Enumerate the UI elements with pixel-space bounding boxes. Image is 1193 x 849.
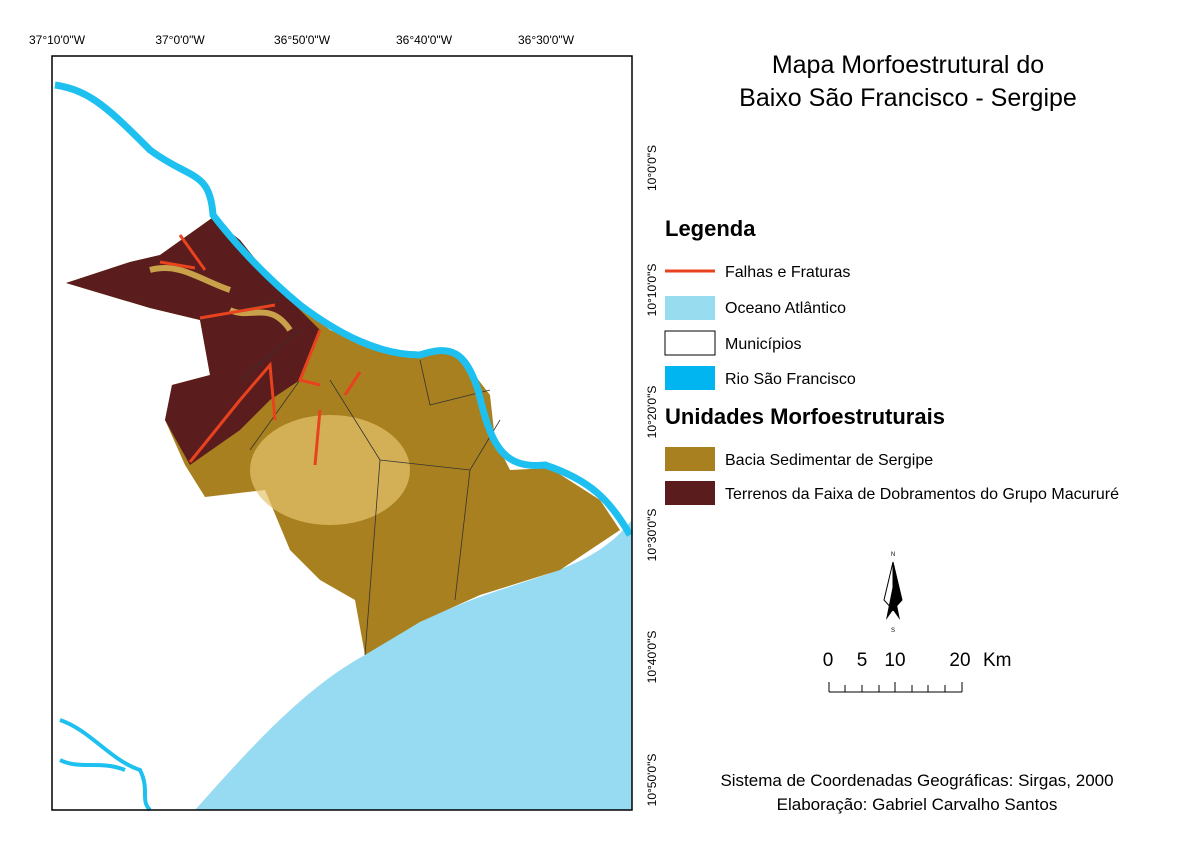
scale-unit: Km: [983, 650, 1012, 671]
rio-sao-francisco: [54, 81, 634, 537]
legend-subtitle: Unidades Morfoestruturais: [665, 404, 945, 429]
footer-line: Sistema de Coordenadas Geográficas: Sirg…: [720, 771, 1113, 790]
legend-title: Legenda: [665, 216, 756, 241]
legend-label: Oceano Atlântico: [725, 300, 846, 317]
legend-label: Falhas e Fraturas: [725, 264, 850, 281]
river-tributary: [59, 718, 152, 812]
south-label: S: [891, 628, 895, 634]
latitude-label: 10°50'0"S: [645, 754, 659, 807]
scale-label: 10: [884, 650, 905, 671]
north-label: N: [891, 552, 895, 558]
latitude-label: 10°10'0"S: [645, 264, 659, 317]
longitude-label: 36°40'0"W: [396, 33, 453, 47]
legend-label: Municípios: [725, 336, 801, 353]
scale-label: 5: [857, 650, 868, 671]
map: [51, 55, 634, 812]
legend-symbol: [665, 366, 715, 390]
legend-label: Bacia Sedimentar de Sergipe: [725, 452, 933, 469]
longitude-label: 37°10'0"W: [29, 33, 86, 47]
title-line: Mapa Morfoestrutural do: [772, 51, 1044, 79]
scale-label: 0: [823, 650, 834, 671]
footer-line: Elaboração: Gabriel Carvalho Santos: [777, 795, 1058, 814]
legend-label: Rio São Francisco: [725, 371, 856, 388]
map-frame: [51, 55, 633, 811]
longitude-label: 36°50'0"W: [274, 33, 331, 47]
latitude-label: 10°20'0"S: [645, 386, 659, 439]
legend-symbol: [664, 330, 716, 356]
longitude-label: 37°0'0"W: [155, 33, 205, 47]
latitude-label: 10°0'0"S: [645, 145, 659, 191]
latitude-label: 10°30'0"S: [645, 509, 659, 562]
scale-label: 20: [949, 650, 970, 671]
title-line: Baixo São Francisco - Sergipe: [739, 84, 1077, 112]
terrenos-macurure: [66, 218, 320, 465]
longitude-label: 36°30'0"W: [518, 33, 575, 47]
north-arrow: [886, 585, 900, 620]
legend-symbol: [665, 296, 715, 320]
legend-symbol: [665, 481, 715, 505]
legend-symbol: [665, 447, 715, 471]
faults: [159, 234, 362, 466]
highland: [250, 415, 410, 525]
legend-label: Terrenos da Faixa de Dobramentos do Grup…: [725, 486, 1119, 503]
scale-bar: [828, 682, 963, 693]
ocean: [195, 520, 632, 810]
latitude-label: 10°40'0"S: [645, 631, 659, 684]
